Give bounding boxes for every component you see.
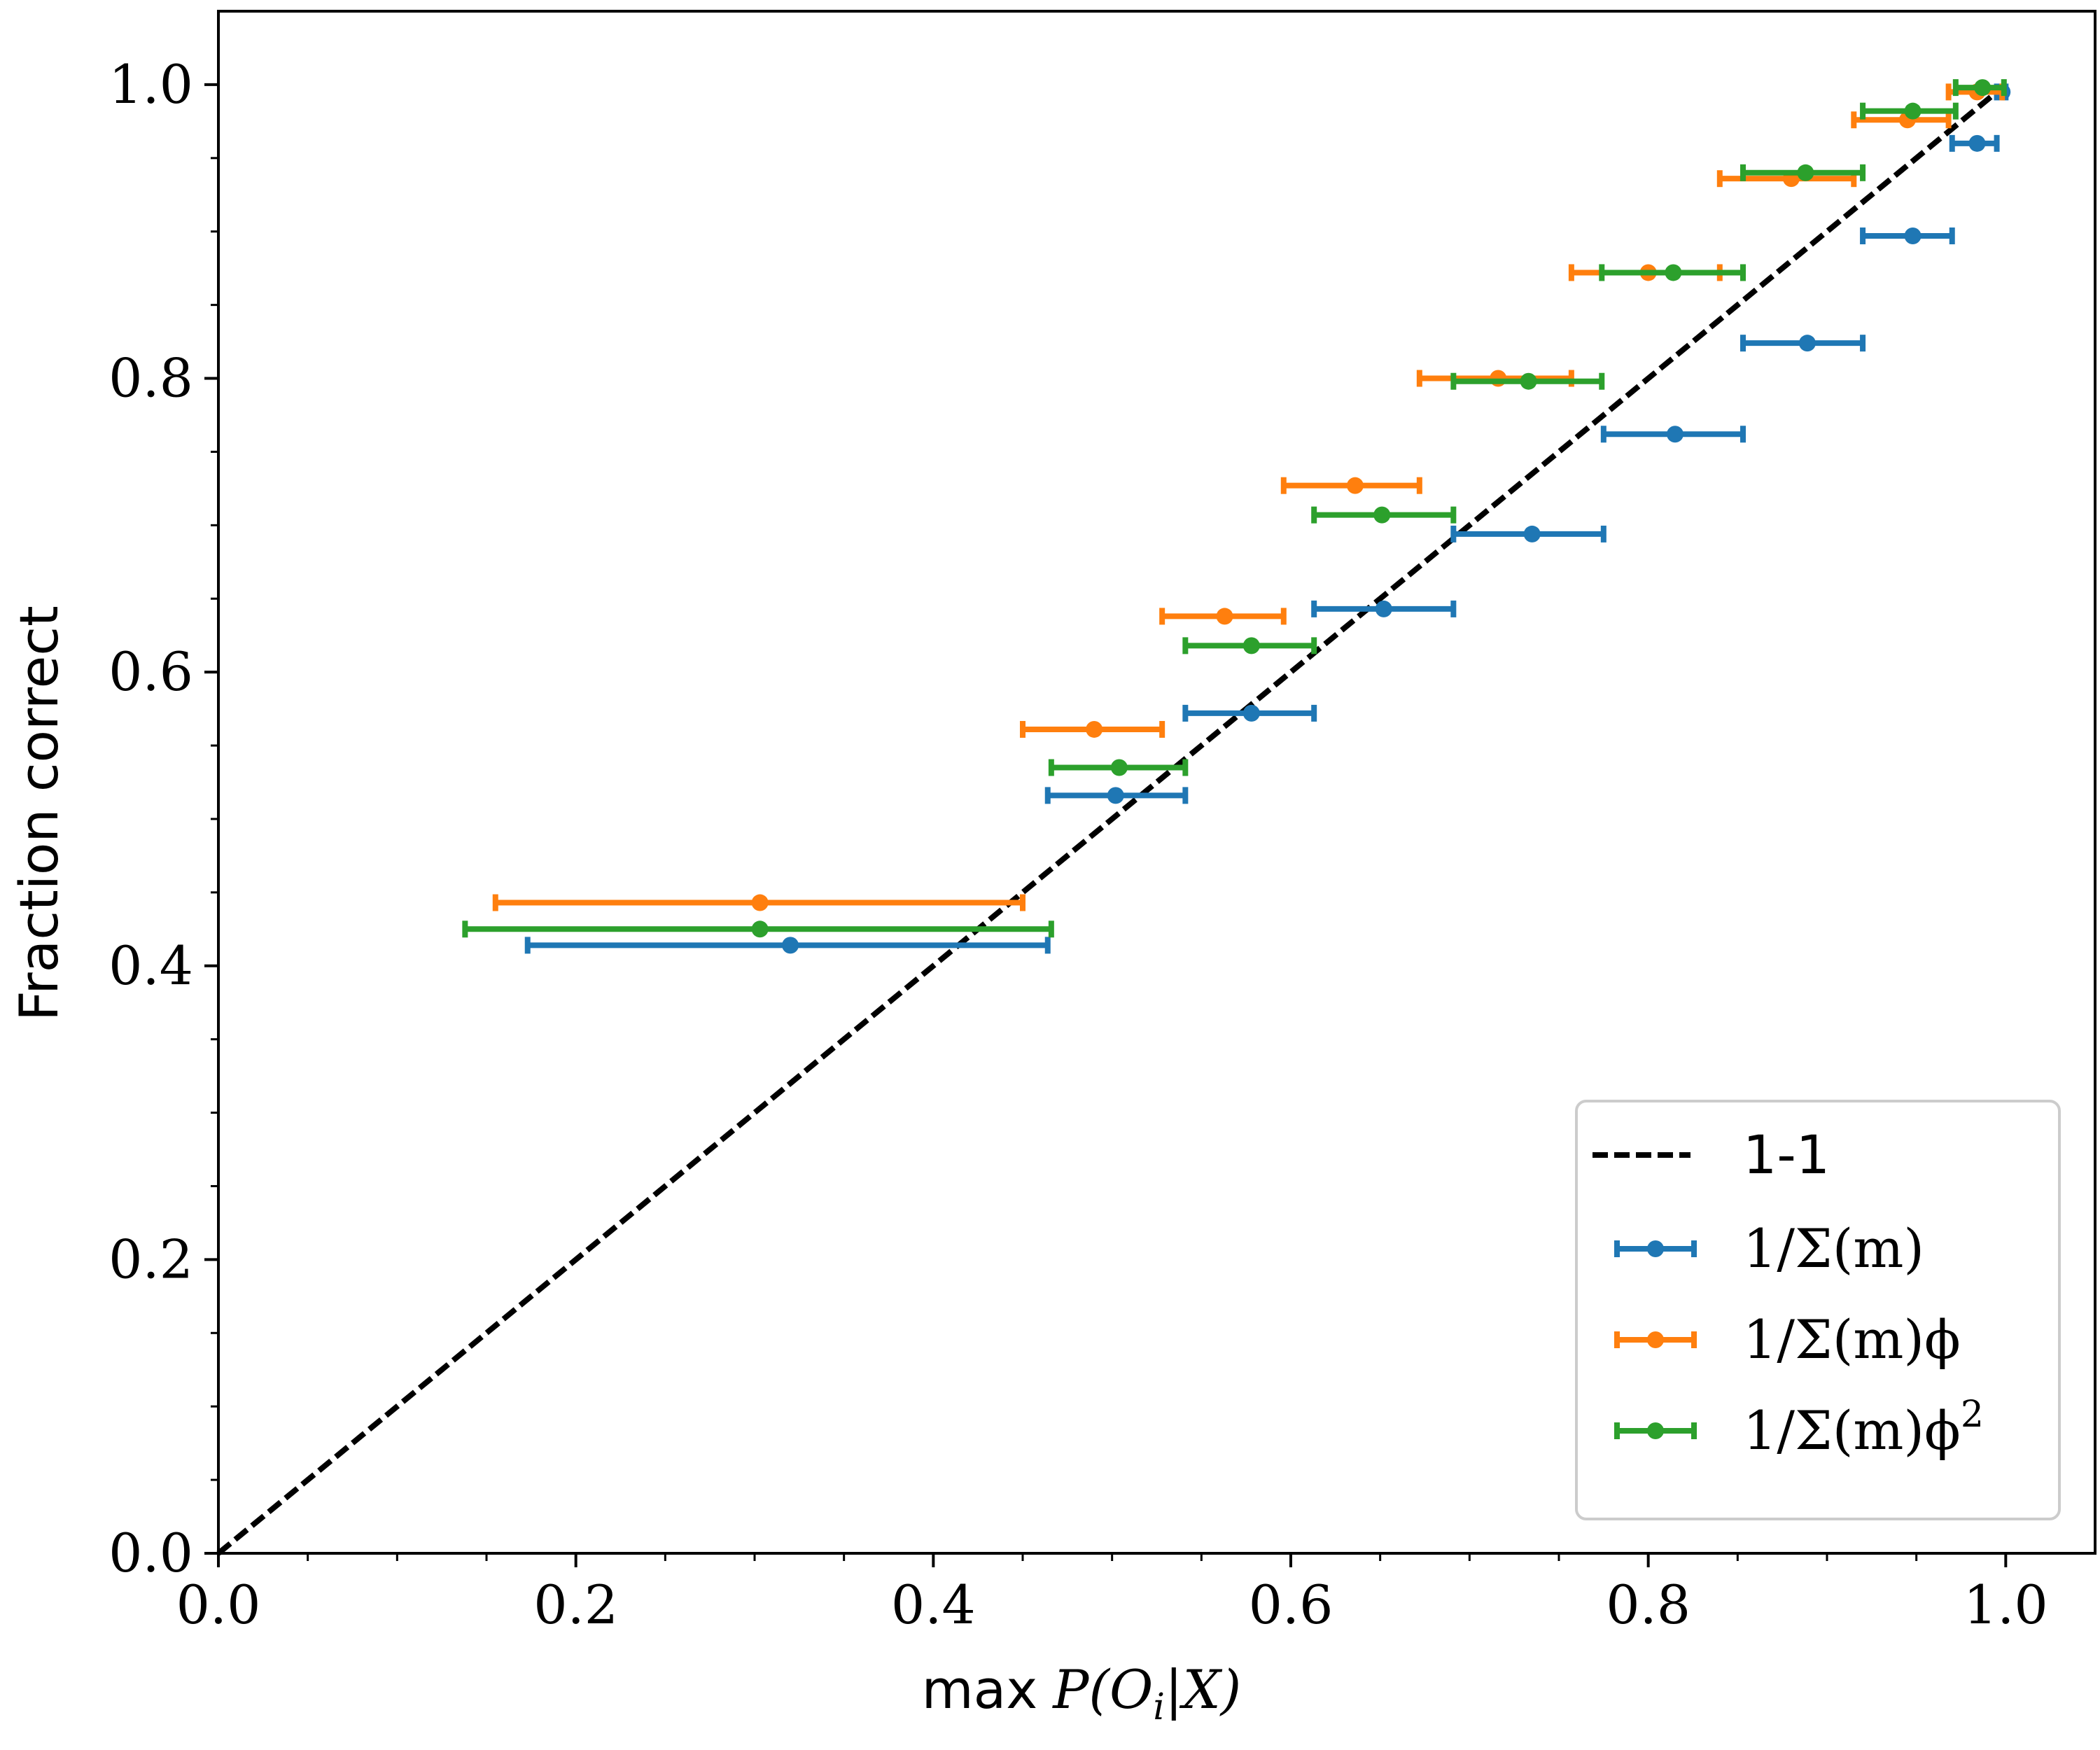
y-tick-label: 0.4: [108, 934, 193, 997]
data-point: [1373, 506, 1391, 524]
x-axis-title-prefix: max: [922, 1658, 1038, 1721]
axes-frame: [217, 10, 2096, 1555]
data-point: [1904, 102, 1921, 120]
data-point: [1346, 477, 1364, 494]
x-tick-label: 1.0: [1963, 1574, 2048, 1636]
x-axis-title-math: P(O: [1051, 1658, 1153, 1721]
data-point: [1086, 720, 1103, 738]
x-axis-title: max P(Oi|X): [922, 1658, 1242, 1728]
data-point: [782, 937, 799, 954]
y-tick-label: 0.8: [108, 347, 193, 410]
reference-line-layer: [216, 82, 2008, 1556]
x-tick-label: 0.6: [1249, 1574, 1334, 1636]
legend-label-series-1: 1/Σ(m): [1743, 1217, 1924, 1280]
data-point: [1797, 164, 1814, 181]
data-point: [1968, 134, 1986, 152]
legend-frame: [1575, 1100, 2061, 1520]
data-point: [1665, 264, 1682, 281]
data-point: [1974, 79, 1991, 97]
data-point: [1375, 600, 1392, 617]
data-point: [1110, 759, 1128, 776]
data-point: [1904, 227, 1921, 245]
legend-swatch-marker: [1647, 1240, 1664, 1257]
legend-label-1-1: 1-1: [1743, 1124, 1830, 1186]
data-point: [1242, 704, 1260, 722]
data-point: [1520, 372, 1537, 390]
reference-line-1-1: [216, 82, 2008, 1556]
data-point: [1490, 370, 1507, 387]
legend: 1-1 1/Σ(m) 1/Σ(m)ϕ 1/Σ(m)ϕ2: [1575, 1100, 2061, 1520]
legend-swatch-series-1: [1614, 1240, 1697, 1257]
y-tick-label: 0.2: [108, 1228, 193, 1290]
data-point: [751, 894, 769, 911]
series-layer: [462, 79, 2011, 954]
y-tick-label: 0.6: [108, 640, 193, 703]
y-tick-label: 0.0: [108, 1522, 193, 1584]
data-point: [1798, 335, 1816, 352]
data-point: [1666, 426, 1684, 443]
y-axis-title: Fraction correct: [8, 606, 70, 1021]
data-point: [1242, 637, 1260, 654]
legend-swatch-marker: [1647, 1422, 1664, 1439]
data-point: [1107, 787, 1124, 804]
legend-swatch-series-3: [1614, 1422, 1697, 1439]
y-tick-label: 1.0: [108, 53, 193, 115]
legend-label-series-3: 1/Σ(m)ϕ2: [1743, 1394, 1984, 1462]
x-tick-label: 0.8: [1606, 1574, 1690, 1636]
legend-label-series-2: 1/Σ(m)ϕ: [1743, 1308, 1961, 1371]
x-tick-label: 0.2: [533, 1574, 618, 1636]
x-tick-label: 0.4: [891, 1574, 976, 1636]
data-point: [1523, 525, 1541, 542]
axes-layer: 0.0 0.2 0.4 0.6 0.8 1.0 0.0 0.2 0.4 0.6 0.8 1.0: [108, 10, 2096, 1636]
data-point: [751, 920, 769, 938]
x-tick-label: 0.0: [176, 1574, 261, 1636]
legend-label-series-3-sup: 2: [1961, 1394, 1984, 1436]
legend-label-series-3-base: 1/Σ(m)ϕ: [1743, 1399, 1961, 1462]
legend-swatch-series-2: [1614, 1331, 1697, 1348]
x-axis-title-math-end: |X): [1165, 1658, 1241, 1721]
series-3: [462, 79, 2007, 938]
x-axis-title-sub: i: [1153, 1686, 1165, 1728]
legend-swatch-marker: [1647, 1331, 1664, 1348]
data-point: [1216, 608, 1233, 625]
series-1: [524, 83, 2011, 954]
